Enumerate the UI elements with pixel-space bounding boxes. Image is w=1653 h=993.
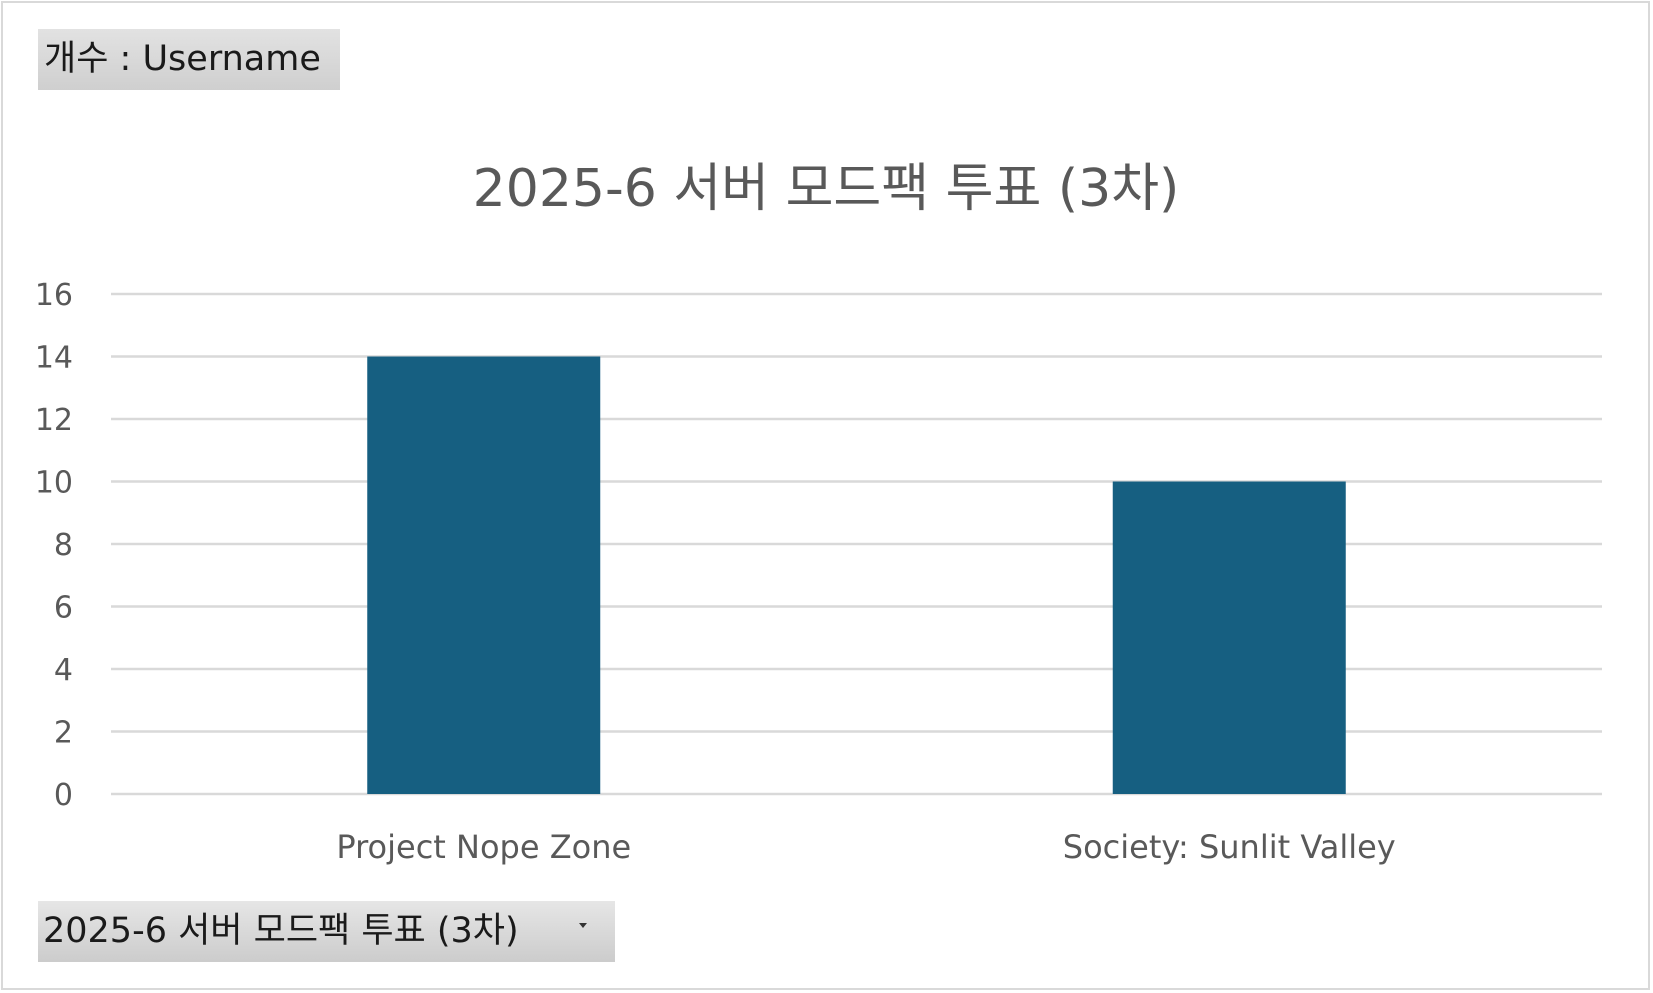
y-tick-label: 12 <box>35 403 73 438</box>
y-tick-label: 0 <box>54 778 73 813</box>
bars <box>367 356 1346 795</box>
chart-title: 2025-6 서버 모드팩 투표 (3차) <box>473 159 1180 219</box>
filter-field-dropdown[interactable]: 2025-6 서버 모드팩 투표 (3차) <box>38 901 615 962</box>
chevron-down-icon[interactable] <box>579 923 587 928</box>
y-tick-label: 4 <box>54 653 73 688</box>
bar-2[interactable] <box>1112 481 1346 795</box>
x-axis-category-labels: Project Nope Zone Society: Sunlit Valley <box>336 828 1395 866</box>
y-axis-tick-labels: 0 2 4 6 8 10 12 14 16 <box>35 278 73 813</box>
y-tick-label: 14 <box>35 341 73 376</box>
y-tick-label: 8 <box>54 528 73 563</box>
bar-1[interactable] <box>367 356 601 795</box>
y-tick-label: 2 <box>54 716 73 751</box>
y-tick-label: 10 <box>35 466 73 501</box>
gridlines <box>111 292 1602 796</box>
value-field-label: 개수 : Username <box>44 39 321 79</box>
x-category-label: Society: Sunlit Valley <box>1063 828 1396 866</box>
y-tick-label: 6 <box>54 591 73 626</box>
x-category-label: Project Nope Zone <box>336 828 631 866</box>
y-tick-label: 16 <box>35 278 73 313</box>
value-field-button[interactable]: 개수 : Username <box>38 29 340 90</box>
filter-field-label: 2025-6 서버 모드팩 투표 (3차) <box>43 911 519 951</box>
